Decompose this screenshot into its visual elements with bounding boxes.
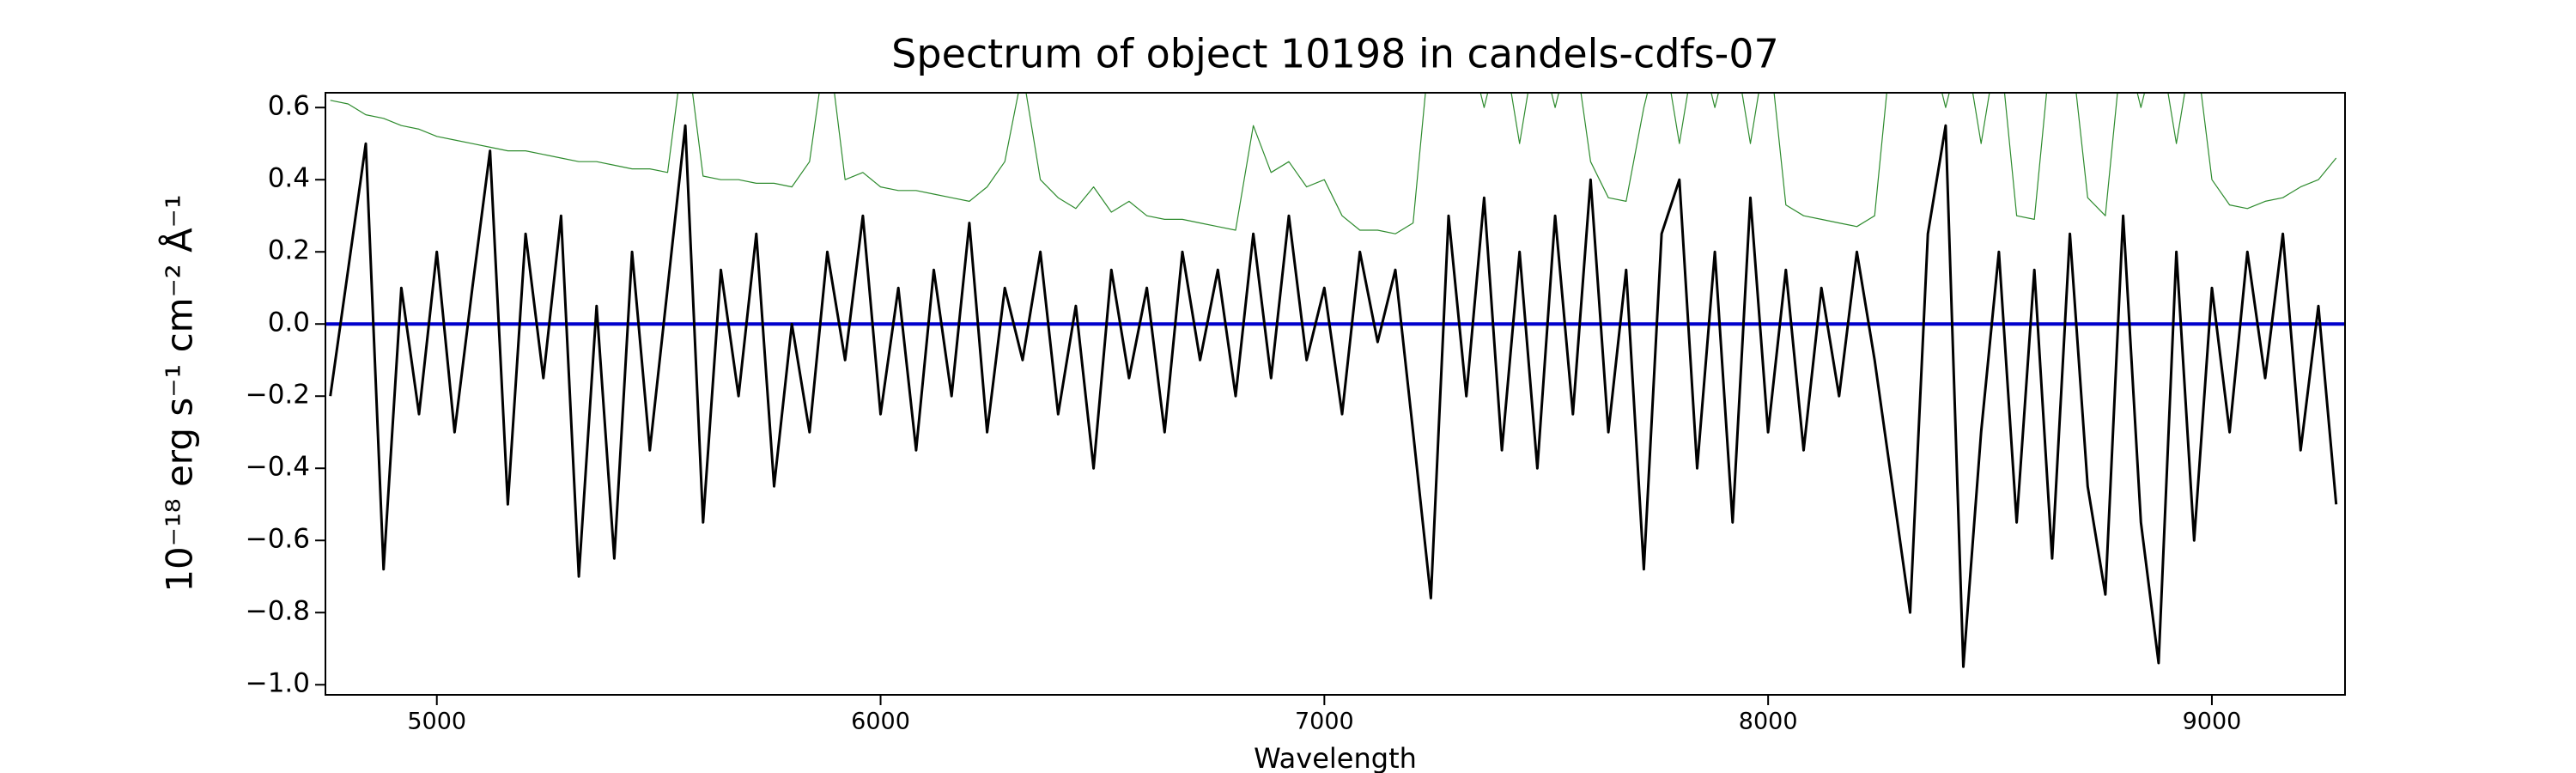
x-tick-label: 9000 <box>2183 709 2242 735</box>
x-axis-label: Wavelength <box>1254 742 1417 773</box>
x-tick-label: 8000 <box>1739 709 1798 735</box>
series-line <box>329 124 2338 668</box>
y-tick-label: −0.4 <box>246 452 310 483</box>
y-tick-label: 0.0 <box>268 307 310 338</box>
x-tick-label: 5000 <box>407 709 466 735</box>
y-axis-label: 10⁻¹⁸ erg s⁻¹ cm⁻² Å⁻¹ <box>158 194 201 592</box>
y-tick-label: −1.0 <box>246 668 310 699</box>
y-tick-label: 0.6 <box>268 91 310 122</box>
y-tick-label: 0.2 <box>268 235 310 266</box>
y-tick-label: −0.2 <box>246 380 310 411</box>
y-tick-label: 0.4 <box>268 163 310 194</box>
plot-area <box>325 93 2345 668</box>
x-tick-label: 7000 <box>1295 709 1354 735</box>
x-tick-label: 6000 <box>851 709 910 735</box>
series-line <box>330 93 2337 234</box>
y-tick-label: −0.6 <box>246 524 310 555</box>
plot-frame <box>325 92 2346 696</box>
chart-title: Spectrum of object 10198 in candels-cdfs… <box>891 31 1779 77</box>
y-tick-label: −0.8 <box>246 596 310 627</box>
